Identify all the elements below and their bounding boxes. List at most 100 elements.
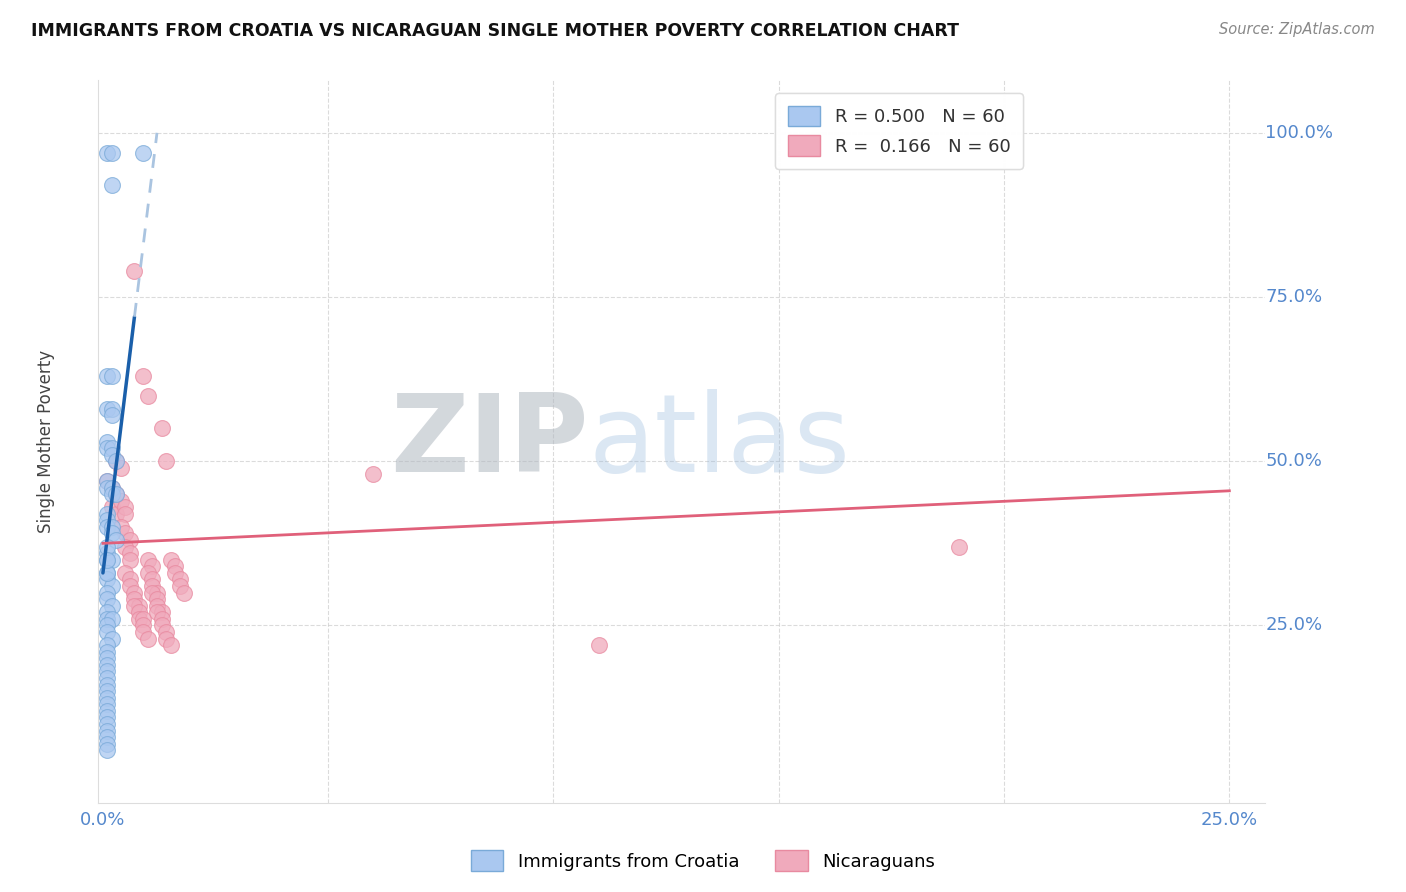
Point — [141, 579, 163, 593]
Point — [96, 520, 118, 534]
Point — [146, 592, 169, 607]
Point — [96, 618, 118, 632]
Point — [96, 690, 118, 705]
Point — [128, 605, 150, 619]
Point — [96, 743, 118, 757]
Point — [101, 487, 124, 501]
Point — [124, 599, 146, 613]
Point — [118, 553, 141, 567]
Point — [96, 507, 118, 521]
Point — [101, 500, 124, 515]
Point — [96, 605, 118, 619]
Point — [96, 546, 118, 560]
Point — [128, 612, 150, 626]
Point — [141, 559, 163, 574]
Point — [110, 520, 132, 534]
Point — [132, 368, 155, 383]
Text: 50.0%: 50.0% — [1265, 452, 1322, 470]
Point — [101, 409, 124, 423]
Point — [96, 612, 118, 626]
Point — [96, 723, 118, 738]
Point — [361, 467, 384, 482]
Point — [96, 645, 118, 659]
Point — [101, 178, 124, 193]
Point — [114, 540, 136, 554]
Point — [132, 612, 155, 626]
Point — [163, 566, 186, 580]
Text: 75.0%: 75.0% — [1265, 288, 1323, 306]
Point — [141, 573, 163, 587]
Point — [159, 553, 181, 567]
Text: Source: ZipAtlas.com: Source: ZipAtlas.com — [1219, 22, 1375, 37]
Point — [101, 441, 124, 455]
Point — [96, 625, 118, 640]
Text: 100.0%: 100.0% — [1265, 124, 1333, 142]
Point — [105, 507, 128, 521]
Point — [96, 566, 118, 580]
Point — [141, 585, 163, 599]
Point — [96, 698, 118, 712]
Point — [159, 638, 181, 652]
Point — [110, 460, 132, 475]
Point — [132, 618, 155, 632]
Point — [105, 487, 128, 501]
Point — [588, 638, 610, 652]
Point — [105, 487, 128, 501]
Point — [96, 434, 118, 449]
Point — [169, 579, 191, 593]
Point — [114, 526, 136, 541]
Point — [101, 599, 124, 613]
Point — [155, 454, 177, 468]
Point — [96, 441, 118, 455]
Point — [101, 612, 124, 626]
Point — [118, 546, 141, 560]
Point — [155, 625, 177, 640]
Point — [96, 573, 118, 587]
Point — [96, 651, 118, 665]
Point — [136, 632, 159, 646]
Point — [101, 632, 124, 646]
Point — [96, 553, 118, 567]
Legend: Immigrants from Croatia, Nicaraguans: Immigrants from Croatia, Nicaraguans — [464, 843, 942, 879]
Text: Single Mother Poverty: Single Mother Poverty — [37, 350, 55, 533]
Point — [96, 540, 118, 554]
Point — [96, 730, 118, 744]
Legend: R = 0.500   N = 60, R =  0.166   N = 60: R = 0.500 N = 60, R = 0.166 N = 60 — [775, 93, 1024, 169]
Point — [101, 553, 124, 567]
Point — [96, 145, 118, 160]
Point — [96, 710, 118, 724]
Point — [96, 513, 118, 527]
Point — [132, 625, 155, 640]
Point — [96, 704, 118, 718]
Point — [96, 553, 118, 567]
Point — [96, 671, 118, 685]
Point — [114, 566, 136, 580]
Point — [101, 520, 124, 534]
Point — [155, 632, 177, 646]
Point — [96, 585, 118, 599]
Point — [101, 579, 124, 593]
Point — [96, 677, 118, 691]
Point — [150, 421, 173, 435]
Text: ZIP: ZIP — [389, 389, 589, 494]
Point — [96, 481, 118, 495]
Point — [101, 145, 124, 160]
Text: 25.0%: 25.0% — [1265, 616, 1323, 634]
Point — [146, 605, 169, 619]
Point — [96, 566, 118, 580]
Point — [124, 592, 146, 607]
Point — [96, 638, 118, 652]
Point — [163, 559, 186, 574]
Point — [96, 665, 118, 679]
Point — [96, 657, 118, 672]
Point — [96, 474, 118, 488]
Point — [124, 585, 146, 599]
Text: atlas: atlas — [589, 389, 851, 494]
Point — [136, 553, 159, 567]
Point — [105, 454, 128, 468]
Point — [101, 481, 124, 495]
Point — [114, 500, 136, 515]
Point — [150, 605, 173, 619]
Point — [128, 599, 150, 613]
Point — [101, 448, 124, 462]
